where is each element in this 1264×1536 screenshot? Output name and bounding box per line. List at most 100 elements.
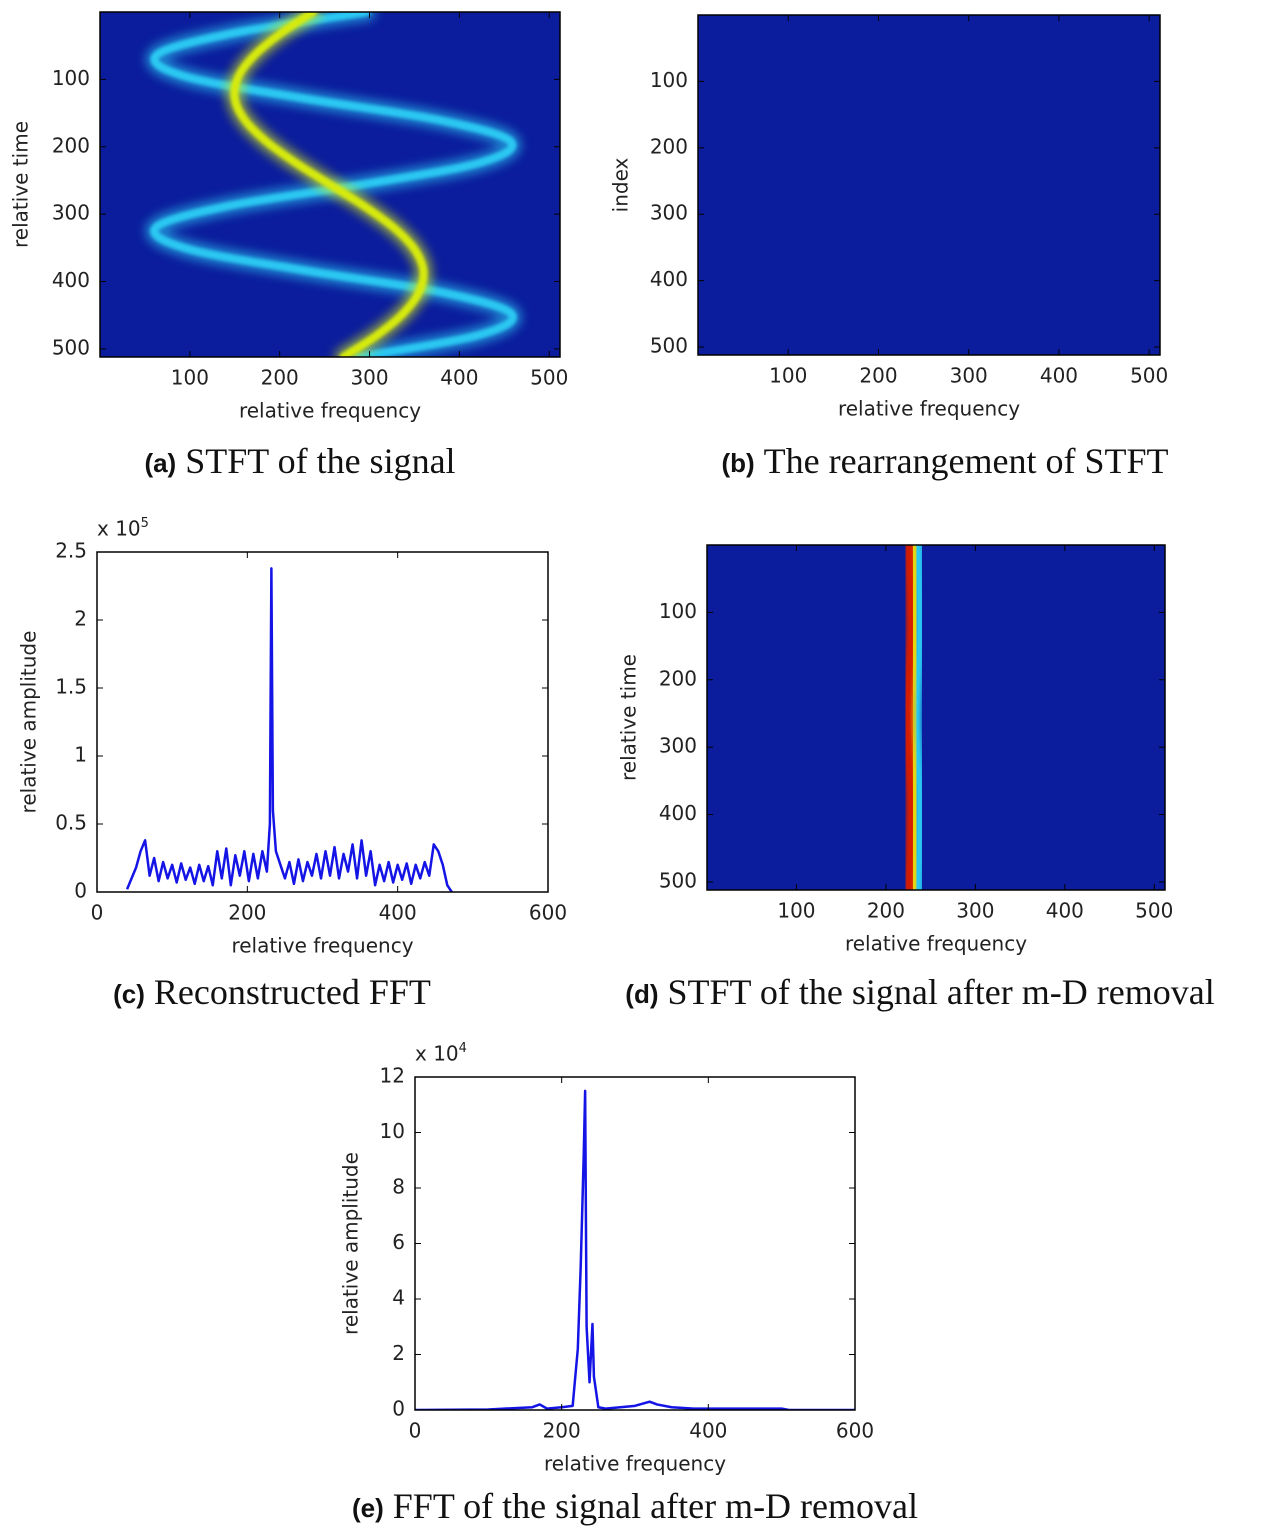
- x-tick-label: 400: [440, 366, 478, 390]
- x-tick-label: 400: [1046, 899, 1084, 923]
- caption-label: (c): [113, 979, 145, 1009]
- caption-label: (b): [721, 448, 754, 478]
- caption-space: [755, 441, 764, 481]
- x-tick-label: 200: [867, 899, 905, 923]
- caption: (e) FFT of the signal after m-D removal: [352, 1486, 918, 1526]
- y-tick-label: 100: [659, 599, 697, 623]
- y-axis-label: relative amplitude: [339, 1152, 363, 1335]
- y-tick-label: 0: [392, 1397, 405, 1421]
- y-tick-label: 300: [659, 734, 697, 758]
- y-axis-label: relative time: [617, 654, 641, 781]
- ridge: [150, 12, 517, 357]
- y-tick-label: 1: [74, 743, 87, 767]
- x-tick-label: 400: [1040, 364, 1078, 388]
- x-axis-label: relative frequency: [231, 934, 413, 958]
- y-multiplier: x 105: [97, 516, 149, 541]
- y-tick-label: 4: [392, 1286, 405, 1310]
- x-tick-label: 200: [261, 366, 299, 390]
- plot-area: [898, 545, 929, 890]
- x-axis-label: relative frequency: [544, 1452, 726, 1476]
- axes-frame: [697, 14, 1161, 356]
- x-axis-label: relative frequency: [239, 399, 421, 423]
- caption-text: Reconstructed FFT: [154, 972, 431, 1012]
- caption-space: [176, 441, 185, 481]
- caption-label: (e): [352, 1493, 384, 1523]
- axes-frame: [96, 551, 549, 893]
- axes-frame: [706, 544, 1166, 891]
- spectrum-line: [125, 567, 453, 892]
- y-tick-label: 500: [52, 335, 90, 359]
- x-tick-label: 400: [689, 1419, 727, 1443]
- y-tick-label: 2: [74, 607, 87, 631]
- y-tick-label: 100: [650, 68, 688, 92]
- plot-background: [415, 1077, 855, 1410]
- x-tick-label: 200: [228, 901, 266, 925]
- y-tick-label: 400: [52, 268, 90, 292]
- caption-label: (d): [625, 979, 658, 1009]
- y-tick-label: 10: [380, 1119, 405, 1143]
- subplot: x 104 0 200 400 600 0 2 4 6 8 10 12 relative frequen…: [339, 1041, 919, 1527]
- plot-area: [145, 12, 522, 357]
- x-tick-label: 500: [1130, 364, 1168, 388]
- caption-space: [384, 1486, 393, 1526]
- x-tick-label: 500: [530, 366, 568, 390]
- heatmap-background: [707, 545, 1165, 890]
- x-axis-label: relative frequency: [845, 932, 1027, 956]
- subplot: x 105 0 200 400 600 0 0.5 1 1.5 2 2.5 relative freq…: [17, 516, 568, 1013]
- y-tick-label: 500: [650, 334, 688, 358]
- y-tick-label: 300: [52, 201, 90, 225]
- plot-area: [125, 567, 453, 892]
- spectrum-line: [415, 1089, 855, 1410]
- caption-text: STFT of the signal: [185, 441, 455, 481]
- plot-background: [97, 552, 548, 892]
- ridge: [230, 12, 428, 357]
- y-tick-label: 6: [392, 1230, 405, 1254]
- y-tick-label: 200: [659, 666, 697, 690]
- y-tick-label: 12: [380, 1064, 405, 1088]
- y-multiplier: x 104: [415, 1041, 467, 1066]
- heatmap-background: [698, 15, 1160, 355]
- y-tick-label: 200: [52, 133, 90, 157]
- y-tick-label: 400: [659, 801, 697, 825]
- caption-space: [658, 972, 667, 1012]
- caption: (b) The rearrangement of STFT: [721, 441, 1168, 481]
- x-tick-label: 100: [769, 364, 807, 388]
- plot-area: [415, 1089, 855, 1410]
- x-tick-label: 200: [859, 364, 897, 388]
- x-axis-label: relative frequency: [838, 397, 1020, 421]
- caption: (c) Reconstructed FFT: [113, 972, 431, 1012]
- plot-area: [747, 15, 1123, 355]
- caption-text: STFT of the signal after m-D removal: [667, 972, 1214, 1012]
- y-tick-label: 500: [659, 868, 697, 892]
- caption-text: The rearrangement of STFT: [764, 441, 1169, 481]
- y-tick-label: 2.5: [55, 539, 87, 563]
- y-axis-label: index: [609, 157, 633, 212]
- subplot: 100 200 300 400 500 100 200 300 400 500 relative f…: [9, 11, 568, 481]
- x-tick-label: 300: [956, 899, 994, 923]
- x-tick-label: 0: [409, 1419, 422, 1443]
- ridge: [903, 545, 915, 890]
- y-tick-label: 200: [650, 134, 688, 158]
- y-tick-label: 100: [52, 66, 90, 90]
- x-tick-label: 200: [543, 1419, 581, 1443]
- x-tick-label: 500: [1135, 899, 1173, 923]
- x-tick-label: 300: [350, 366, 388, 390]
- y-tick-label: 2: [392, 1341, 405, 1365]
- x-tick-label: 0: [91, 901, 104, 925]
- caption-text: FFT of the signal after m-D removal: [393, 1486, 918, 1526]
- subplot: 100 200 300 400 500 100 200 300 400 500 relative f…: [617, 544, 1215, 1012]
- caption-label: (a): [144, 448, 176, 478]
- y-tick-label: 0.5: [55, 811, 87, 835]
- y-tick-label: 400: [650, 267, 688, 291]
- x-tick-label: 100: [171, 366, 209, 390]
- y-axis-label: relative amplitude: [17, 631, 41, 814]
- y-tick-label: 1.5: [55, 675, 87, 699]
- caption: (a) STFT of the signal: [144, 441, 455, 481]
- y-multiplier-exponent: 4: [459, 1041, 467, 1056]
- x-tick-label: 600: [836, 1419, 874, 1443]
- x-tick-label: 300: [950, 364, 988, 388]
- caption-space: [145, 972, 154, 1012]
- y-multiplier-exponent: 5: [141, 516, 149, 531]
- x-tick-label: 400: [379, 901, 417, 925]
